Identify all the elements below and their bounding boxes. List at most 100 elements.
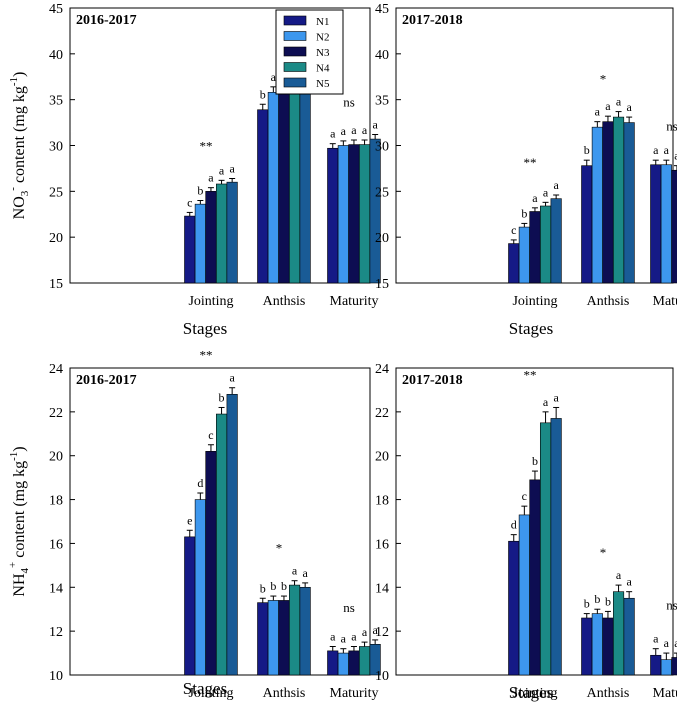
y-tick-label: 25 xyxy=(49,185,63,200)
y-tick-label: 10 xyxy=(375,669,389,684)
significance-marker: ** xyxy=(200,348,213,363)
y-tick-label: 12 xyxy=(375,625,389,640)
y-tick-label: 14 xyxy=(49,581,63,596)
x-axis-label: Stages xyxy=(509,683,553,702)
bar-N5 xyxy=(550,198,562,284)
y-axis-label-part: - xyxy=(7,187,19,191)
bar-N5 xyxy=(226,181,238,284)
y-tick-label: 35 xyxy=(375,94,389,109)
bar-N3 xyxy=(671,657,677,676)
bar-N1 xyxy=(184,536,196,676)
significance-letter: b xyxy=(521,206,527,220)
y-tick-label: 40 xyxy=(49,48,63,63)
significance-letter: a xyxy=(302,566,308,580)
significance-letter: a xyxy=(543,185,549,199)
y-axis-label-part: NH xyxy=(11,573,28,597)
bar-N1 xyxy=(327,147,339,284)
legend-swatch-N1 xyxy=(283,15,307,26)
y-axis-label-part: -1 xyxy=(8,452,20,461)
bar-N1 xyxy=(650,654,662,676)
bar-N4 xyxy=(612,591,625,676)
significance-marker: ns xyxy=(343,95,355,110)
significance-letter: a xyxy=(341,632,347,646)
significance-letter: c xyxy=(511,223,516,237)
y-tick-label: 45 xyxy=(375,2,389,17)
y-tick-label: 20 xyxy=(375,231,389,246)
y-axis-label-part: ) xyxy=(11,446,28,451)
x-tick-label: Jointing xyxy=(188,686,233,701)
x-tick-label: Anthsis xyxy=(263,686,306,701)
significance-letter: b xyxy=(532,454,538,468)
significance-letter: a xyxy=(616,95,622,109)
y-axis-label-part: ) xyxy=(11,72,28,77)
significance-letter: a xyxy=(229,162,235,176)
x-tick-label: Anthsis xyxy=(587,686,630,701)
bar-N1 xyxy=(508,243,520,284)
y-tick-label: 22 xyxy=(49,406,63,421)
bar-N2 xyxy=(518,514,530,676)
significance-marker: ** xyxy=(524,367,537,382)
significance-letter: a xyxy=(362,625,368,639)
bar-N2 xyxy=(194,203,206,284)
significance-letter: a xyxy=(553,390,559,404)
significance-letter: a xyxy=(330,127,336,141)
significance-letter: b xyxy=(584,143,590,157)
x-tick-label: Jointing xyxy=(512,686,557,701)
bar-N2 xyxy=(337,652,349,676)
y-tick-label: 12 xyxy=(49,625,63,640)
significance-letter: b xyxy=(270,579,276,593)
y-tick-label: 20 xyxy=(49,450,63,465)
x-tick-label: Maturity xyxy=(653,294,677,309)
significance-letter: e xyxy=(187,513,192,527)
y-tick-label: 30 xyxy=(375,140,389,155)
bar-N1 xyxy=(257,602,269,676)
y-axis-label-part: 4 xyxy=(19,567,31,573)
significance-marker: ns xyxy=(666,118,677,133)
x-tick-label: Anthsis xyxy=(263,294,306,309)
significance-letter: a xyxy=(362,123,368,137)
x-axis-label: Stages xyxy=(509,319,553,338)
legend-swatch-N2 xyxy=(283,31,307,41)
bar-N2 xyxy=(267,92,279,284)
significance-letter: c xyxy=(187,195,192,209)
bar-N4 xyxy=(358,144,371,284)
significance-letter: a xyxy=(664,636,670,650)
bar-N3 xyxy=(671,169,677,284)
significance-letter: a xyxy=(351,123,357,137)
significance-letter: a xyxy=(626,100,632,114)
legend-label: N1 xyxy=(316,16,329,28)
bar-N3 xyxy=(205,451,217,676)
significance-letter: c xyxy=(522,489,527,503)
significance-letter: a xyxy=(330,629,336,643)
legend-label: N2 xyxy=(316,32,329,44)
legend-swatch-N3 xyxy=(283,46,307,57)
x-tick-label: Maturity xyxy=(330,686,379,701)
bar-N5 xyxy=(299,83,311,284)
panel-title: 2017-2018 xyxy=(402,13,463,28)
bar-N5 xyxy=(299,586,311,676)
significance-letter: a xyxy=(351,629,357,643)
bar-N1 xyxy=(581,617,593,676)
y-tick-label: 30 xyxy=(49,140,63,155)
legend-label: N4 xyxy=(316,63,330,75)
bar-N1 xyxy=(184,215,196,284)
bar-N4 xyxy=(288,584,301,676)
bar-N3 xyxy=(529,211,541,284)
y-tick-label: 16 xyxy=(375,537,389,552)
bar-N3 xyxy=(278,600,290,676)
significance-letter: a xyxy=(341,124,347,138)
y-tick-label: 15 xyxy=(49,277,63,292)
bar-N3 xyxy=(348,144,360,284)
significance-letter: c xyxy=(208,428,213,442)
bar-N5 xyxy=(369,138,381,284)
significance-letter: b xyxy=(281,579,287,593)
y-axis-label-part: + xyxy=(7,562,19,568)
bar-N4 xyxy=(216,413,228,676)
bar-N2 xyxy=(591,126,603,284)
significance-letter: d xyxy=(511,518,517,532)
significance-marker: * xyxy=(600,545,607,560)
significance-letter: a xyxy=(208,171,214,185)
bar-N5 xyxy=(623,122,635,284)
bar-N1 xyxy=(650,164,662,284)
